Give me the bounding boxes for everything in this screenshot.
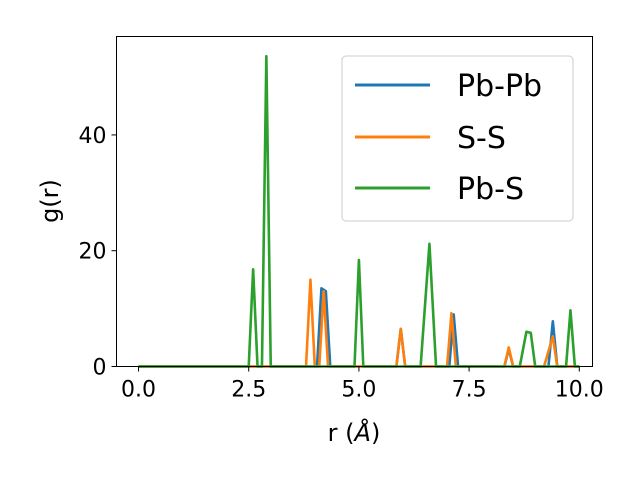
series-line-s-s: [138, 278, 580, 368]
legend-box: [341, 55, 574, 222]
legend-label-pb-s: Pb-S: [457, 172, 524, 207]
x-tick-label: 10.0: [555, 378, 604, 403]
x-tick-label: 0.0: [121, 378, 156, 403]
y-axis: 0 20 40: [79, 124, 117, 381]
plot-frame: [116, 36, 593, 367]
y-tick-label: 20: [79, 240, 107, 265]
x-tick-label: 2.5: [231, 378, 266, 403]
x-axis-label: r (Å): [328, 418, 381, 447]
y-tick-label: 0: [93, 356, 107, 381]
legend: Pb-Pb S-S Pb-S: [341, 55, 574, 222]
y-axis-label: g(r): [36, 179, 64, 223]
x-axis: 0.0 2.5 5.0 7.5 10.0: [121, 366, 604, 403]
x-tick-label: 7.5: [452, 378, 487, 403]
legend-label-s-s: S-S: [457, 121, 506, 156]
series-line-pb-pb: [138, 287, 580, 368]
y-tick-label: 40: [79, 124, 107, 149]
x-tick-label: 5.0: [341, 378, 376, 403]
legend-label-pb-pb: Pb-Pb: [457, 69, 542, 104]
